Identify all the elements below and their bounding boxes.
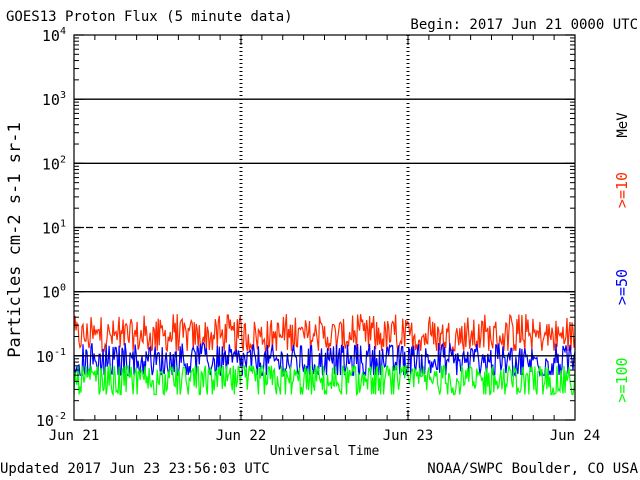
legend-series-1: >=50 (613, 269, 631, 305)
y-tick-label: 103 (42, 90, 66, 109)
y-tick-exponent: 1 (60, 219, 66, 230)
y-tick-exponent: 3 (60, 90, 66, 101)
series-line-0 (73, 313, 576, 353)
y-tick-label: 104 (42, 26, 66, 45)
y-tick-base: 10 (36, 348, 54, 366)
x-tick-label: Jun 23 (383, 428, 434, 444)
y-tick-exponent: 4 (60, 26, 66, 37)
y-tick-exponent: -2 (54, 411, 66, 422)
legend-series-0: >=10 (613, 172, 631, 208)
series-line-1 (73, 341, 576, 378)
updated-timestamp: Updated 2017 Jun 23 23:56:03 UTC (0, 461, 270, 477)
y-tick-exponent: 0 (60, 283, 66, 294)
x-axis-title: Universal Time (270, 444, 380, 459)
chart-title: GOES13 Proton Flux (5 minute data) (6, 9, 293, 25)
y-tick-base: 10 (42, 220, 60, 238)
y-tick-base: 10 (42, 155, 60, 173)
y-tick-base: 10 (36, 412, 54, 430)
series-line-2 (73, 363, 576, 397)
y-tick-exponent: 2 (60, 154, 66, 165)
y-tick-label: 102 (42, 154, 66, 173)
y-tick-label: 10-2 (36, 411, 66, 430)
legend-series-2: >=100 (613, 357, 631, 402)
y-tick-base: 10 (42, 91, 60, 109)
x-tick-label: Jun 21 (49, 428, 100, 444)
credit-text: NOAA/SWPC Boulder, CO USA (427, 461, 638, 477)
y-tick-base: 10 (42, 27, 60, 45)
legend-unit-label: MeV (615, 112, 631, 138)
y-tick-label: 101 (42, 219, 66, 238)
x-tick-label: Jun 22 (216, 428, 267, 444)
y-tick-exponent: -1 (54, 347, 66, 358)
y-tick-base: 10 (42, 284, 60, 302)
y-tick-label: 10-1 (36, 347, 66, 366)
begin-date: Begin: 2017 Jun 21 0000 UTC (410, 17, 638, 33)
y-tick-label: 100 (42, 283, 66, 302)
y-axis-title: Particles cm-2 s-1 sr-1 (5, 122, 25, 357)
x-tick-label: Jun 24 (550, 428, 601, 444)
